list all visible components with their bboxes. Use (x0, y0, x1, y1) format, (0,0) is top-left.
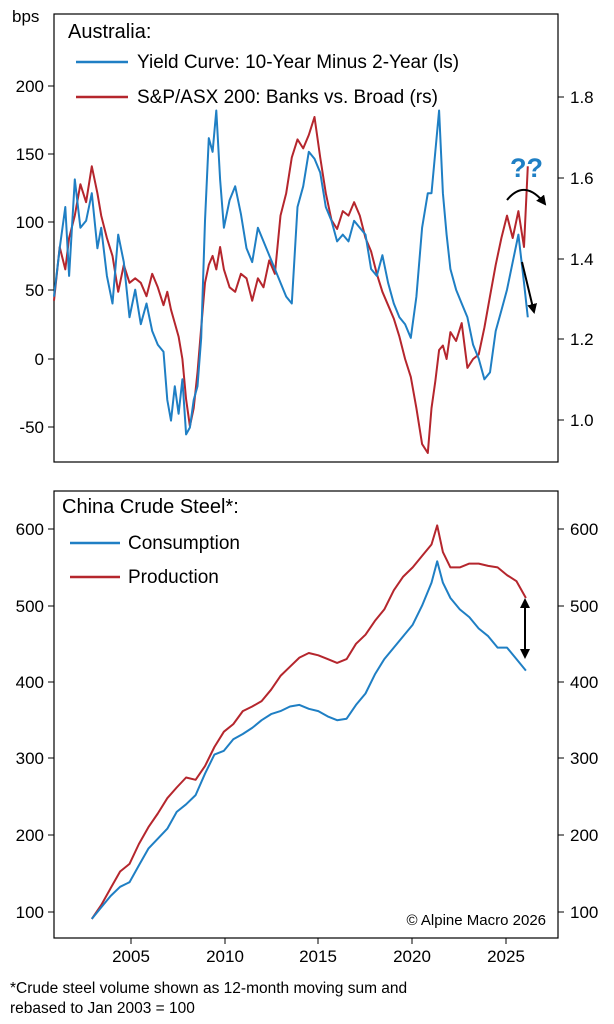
bottom-right-tick-label: 500 (570, 597, 598, 616)
bottom-panel-title: China Crude Steel*: (62, 496, 239, 518)
top-left-tick-label: 0 (35, 350, 44, 369)
top-right-tick-label: 1.0 (570, 411, 594, 430)
curved-arrow-icon (506, 189, 547, 206)
footnote-line-1: *Crude steel volume shown as 12-month mo… (10, 980, 407, 997)
top-unit-label: bps (12, 7, 39, 26)
question-marks-annotation: ?? (510, 153, 543, 183)
top-right-tick-label: 1.6 (570, 169, 594, 188)
bottom-right-tick-label: 600 (570, 520, 598, 539)
legend-label-consumption: Consumption (128, 533, 240, 554)
down-arrow-icon (521, 261, 537, 314)
bottom-left-tick-label: 300 (16, 749, 44, 768)
bottom-plot-frame (53, 490, 559, 939)
top-left-tick-label: 50 (25, 281, 44, 300)
top-left-axis: 200 150 100 50 0 -50 (16, 77, 54, 437)
top-left-tick-label: -50 (19, 418, 44, 437)
top-right-axis: 1.8 1.6 1.4 1.2 1.0 (558, 88, 594, 430)
bottom-right-tick-label: 400 (570, 673, 598, 692)
bottom-left-axis: 600 500 400 300 200 100 (16, 520, 54, 922)
x-tick-label: 2015 (299, 947, 337, 966)
top-plot-frame (53, 13, 559, 463)
bottom-panel: 600 500 400 300 200 100 600 500 400 300 … (16, 490, 598, 966)
top-series-layer (53, 109, 529, 454)
x-axis: 2005 2010 2015 2020 2025 (112, 938, 525, 966)
top-left-tick-label: 200 (16, 77, 44, 96)
bottom-right-tick-label: 300 (570, 749, 598, 768)
top-right-tick-label: 1.4 (570, 250, 594, 269)
x-tick-label: 2005 (112, 947, 150, 966)
series-line-yield-curve (53, 109, 529, 436)
top-right-tick-label: 1.2 (570, 330, 594, 349)
bottom-right-tick-label: 100 (570, 903, 598, 922)
bottom-right-tick-label: 200 (570, 826, 598, 845)
bottom-left-tick-label: 400 (16, 673, 44, 692)
x-tick-label: 2020 (393, 947, 431, 966)
bottom-series-layer (90, 524, 527, 920)
bottom-left-tick-label: 100 (16, 903, 44, 922)
bottom-left-tick-label: 500 (16, 597, 44, 616)
top-legend: Australia: Yield Curve: 10-Year Minus 2-… (68, 21, 459, 108)
x-tick-label: 2025 (487, 947, 525, 966)
legend-label-yield-curve: Yield Curve: 10-Year Minus 2-Year (ls) (137, 52, 459, 73)
top-left-tick-label: 100 (16, 213, 44, 232)
top-panel: bps 200 150 100 50 0 -50 1.8 1.6 1.4 1.2 (12, 7, 594, 463)
bottom-right-axis: 600 500 400 300 200 100 (558, 520, 598, 922)
top-annotation: ?? (506, 153, 547, 314)
series-line-production (90, 524, 527, 920)
top-left-tick-label: 150 (16, 145, 44, 164)
top-right-tick-label: 1.8 (570, 88, 594, 107)
x-tick-label: 2010 (206, 947, 244, 966)
top-panel-title: Australia: (68, 21, 151, 43)
series-line-banks-vs-broad (53, 116, 529, 454)
bottom-legend: China Crude Steel*: Consumption Producti… (62, 496, 240, 588)
copyright-notice: © Alpine Macro 2026 (407, 912, 546, 929)
legend-label-banks-vs-broad: S&P/ASX 200: Banks vs. Broad (rs) (137, 87, 438, 108)
bottom-left-tick-label: 200 (16, 826, 44, 845)
bottom-left-tick-label: 600 (16, 520, 44, 539)
series-line-consumption (91, 560, 527, 920)
footnote-line-2: rebased to Jan 2003 = 100 (10, 1000, 195, 1017)
legend-label-production: Production (128, 567, 219, 588)
